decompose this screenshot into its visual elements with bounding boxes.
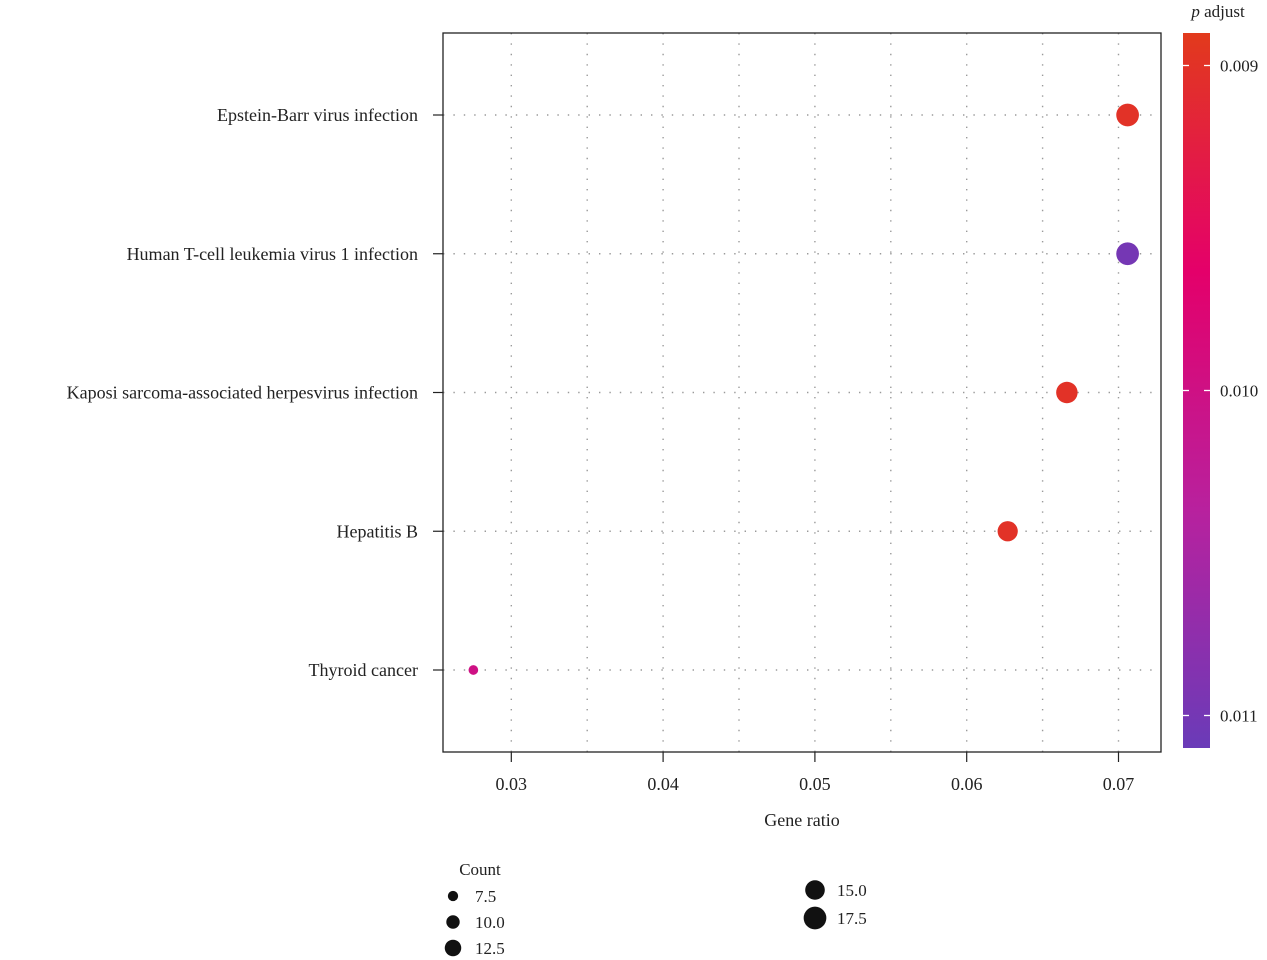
data-point [1056, 381, 1078, 404]
size-legend-symbol [805, 880, 825, 900]
size-legend-label: 7.5 [475, 887, 496, 906]
data-point [1116, 103, 1139, 127]
size-legend-symbol [444, 939, 462, 957]
data-point [1116, 242, 1139, 266]
y-tick-label: Hepatitis B [337, 521, 419, 541]
size-legend-label: 12.5 [475, 939, 505, 958]
data-points [468, 103, 1139, 675]
size-legend-symbol [447, 890, 459, 902]
color-legend-tick-label: 0.010 [1220, 382, 1258, 401]
color-legend-title-rest: adjust [1200, 2, 1245, 21]
x-axis-title: Gene ratio [764, 810, 839, 830]
x-tick-label: 0.06 [951, 774, 983, 794]
y-tick-label: Thyroid cancer [309, 660, 418, 680]
size-legend-title: Count [459, 860, 501, 879]
x-tick-label: 0.05 [799, 774, 831, 794]
color-legend-ticks: 0.009 0.010 0.011 [1183, 57, 1258, 726]
x-tick-label: 0.04 [647, 774, 679, 794]
plot-panel [442, 32, 1162, 753]
grid-lines [443, 33, 1161, 752]
y-tick-label: Kaposi sarcoma-associated herpesvirus in… [67, 383, 418, 403]
color-legend-tick-label: 0.009 [1220, 57, 1258, 76]
size-legend-symbol [446, 915, 460, 929]
x-axis: 0.03 0.04 0.05 0.06 0.07 [496, 752, 1135, 794]
size-legend: Count 7.5 10.0 12.5 15.0 17.5 [444, 860, 867, 958]
color-legend-title: p adjust [1190, 2, 1245, 21]
data-point [468, 665, 479, 675]
size-legend-label: 17.5 [837, 909, 867, 928]
x-tick-label: 0.07 [1103, 774, 1135, 794]
color-legend-tick-label: 0.011 [1220, 707, 1258, 726]
x-tick-label: 0.03 [496, 774, 528, 794]
size-legend-label: 15.0 [837, 881, 867, 900]
data-point [997, 521, 1018, 542]
color-legend: p adjust 0.009 0.010 0.011 [1183, 2, 1258, 748]
size-legend-items: 7.5 10.0 12.5 15.0 17.5 [444, 880, 867, 958]
y-axis: Epstein-Barr virus infection Human T-cell… [67, 105, 443, 680]
y-tick-label: Epstein-Barr virus infection [217, 105, 418, 125]
size-legend-label: 10.0 [475, 913, 505, 932]
color-legend-title-italic: p [1190, 2, 1200, 21]
y-tick-label: Human T-cell leukemia virus 1 infection [127, 244, 418, 264]
size-legend-symbol [803, 906, 827, 930]
